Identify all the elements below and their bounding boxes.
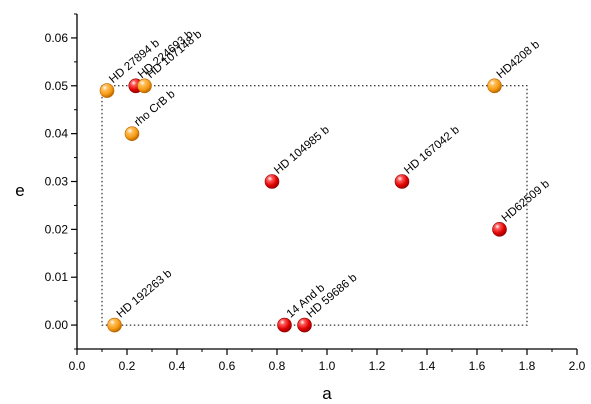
x-tick-label: 1.0: [319, 359, 336, 373]
data-point: [124, 126, 140, 141]
data-point: [297, 317, 312, 333]
x-tick-label: 1.8: [519, 359, 536, 373]
y-tick-label: 0.01: [45, 270, 69, 284]
point-label: HD 107148 b: [145, 28, 205, 81]
data-point: [487, 78, 502, 94]
x-tick-label: 1.6: [469, 359, 486, 373]
region-box-layer: [101, 85, 528, 326]
y-axis-title: e: [15, 181, 24, 200]
y-tick-label: 0.05: [45, 79, 69, 93]
x-tick-label: 1.2: [369, 359, 386, 373]
x-tick-label: 0.8: [269, 359, 286, 373]
x-tick-label: 2.0: [569, 359, 586, 373]
x-tick-label: 1.4: [419, 359, 436, 373]
y-tick-label: 0.06: [45, 31, 69, 45]
point-label: HD 104985 b: [272, 124, 332, 177]
y-tick-label: 0.02: [45, 222, 69, 236]
data-point: [277, 317, 292, 333]
x-tick-label: 0.6: [219, 359, 236, 373]
x-axis-title: a: [322, 384, 332, 403]
region-box: [101, 85, 528, 326]
x-tick-label: 0.4: [169, 359, 186, 373]
point-label: HD 192263 b: [115, 268, 175, 321]
y-tick-label: 0.03: [45, 175, 69, 189]
point-label: HD62509 b: [500, 178, 552, 225]
y-tick-label: 0.04: [45, 127, 69, 141]
y-tick-label: 0.00: [45, 318, 69, 332]
x-tick-label: 0.0: [69, 359, 86, 373]
data-point: [107, 317, 122, 333]
data-point: [394, 174, 410, 189]
data-point: [137, 78, 152, 94]
points-layer: [99, 78, 507, 333]
data-point: [492, 222, 507, 237]
axes-layer: 0.0 0.2 0.4 0.6 0.8 1.0 1.2 1.4 1.6 1.8 2.0 0.00 0.0…: [45, 13, 586, 373]
point-label: rho CrB b: [132, 88, 177, 129]
point-label: HD4208 b: [495, 39, 542, 81]
data-point: [264, 174, 280, 189]
point-label: HD 167042 b: [402, 124, 462, 177]
data-point: [99, 83, 115, 98]
x-tick-label: 0.2: [119, 359, 136, 373]
